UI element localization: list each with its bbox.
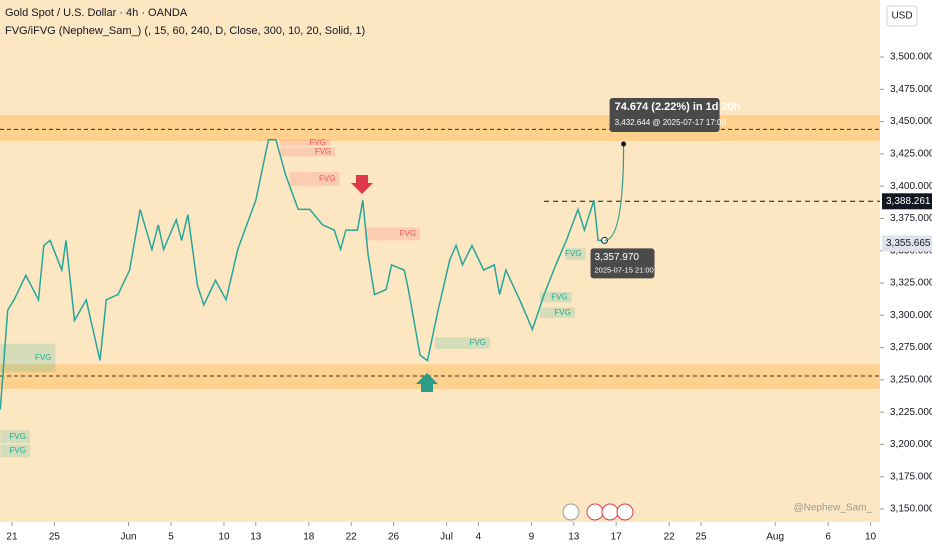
price-axis-bg bbox=[880, 0, 932, 550]
currency: USD bbox=[891, 11, 912, 22]
fvg-box bbox=[280, 139, 330, 147]
fvg-label: FVG bbox=[565, 249, 581, 258]
y-tick-label: 3,225.000 bbox=[890, 407, 932, 418]
projection bbox=[604, 143, 625, 242]
fvg-box bbox=[0, 343, 56, 373]
event-icon[interactable] bbox=[616, 503, 634, 521]
x-tick-label: 26 bbox=[388, 532, 400, 543]
x-tick-label: 25 bbox=[695, 532, 707, 543]
x-tick-label: 25 bbox=[49, 532, 61, 543]
x-tick-label: Jun bbox=[121, 532, 137, 543]
currency-button[interactable] bbox=[886, 5, 918, 27]
plot: FVGFVGFVGFVGFVGFVGFVGFVGFVGFVGFVG3,150.0… bbox=[0, 52, 932, 543]
fvg-box bbox=[539, 292, 572, 303]
bullish-arrow bbox=[416, 373, 438, 392]
event-icon[interactable] bbox=[586, 503, 604, 521]
bearish-arrow bbox=[351, 175, 373, 194]
last-box bbox=[590, 248, 655, 279]
price-label: 3,355.665 bbox=[886, 238, 931, 249]
x-tick-label: 6 bbox=[825, 532, 831, 543]
price-label: 3,388.261 bbox=[886, 196, 931, 207]
x-tick-label: 5 bbox=[168, 532, 174, 543]
x-tick-label: 21 bbox=[6, 532, 18, 543]
projection-detail: 3,432.644 @ 2025-07-17 17:00 bbox=[615, 118, 727, 127]
fvg-label: FVG bbox=[319, 174, 335, 183]
fvg-box bbox=[289, 171, 340, 187]
indicator-label: FVG/iFVG (Nephew_Sam_) (, 15, 60, 240, D… bbox=[5, 25, 365, 37]
event-icon[interactable] bbox=[562, 503, 580, 521]
x-tick-label: 22 bbox=[346, 532, 358, 543]
projection-label: 74.674 (2.22%) in 1d 20h bbox=[615, 101, 741, 113]
x-tick-label: 10 bbox=[218, 532, 230, 543]
x-tick-label: 17 bbox=[611, 532, 623, 543]
fvg-label: FVG bbox=[551, 292, 567, 301]
x-tick-label: 9 bbox=[529, 532, 535, 543]
y-tick-label: 3,200.000 bbox=[890, 439, 932, 450]
x-tick-label: 10 bbox=[865, 532, 877, 543]
fvg-label: FVG bbox=[10, 446, 26, 455]
x-tick-label: 13 bbox=[568, 532, 580, 543]
zone bbox=[0, 364, 880, 389]
fvg-box bbox=[364, 227, 421, 241]
watermark: @Nephew_Sam_ bbox=[793, 503, 872, 514]
fvg-label: FVG bbox=[10, 432, 26, 441]
y-tick-label: 3,275.000 bbox=[890, 342, 932, 353]
y-tick-label: 3,175.000 bbox=[890, 471, 932, 482]
fvg-label: FVG bbox=[310, 138, 326, 147]
x-tick-label: 22 bbox=[664, 532, 676, 543]
fvg-box bbox=[0, 430, 30, 444]
fvg-box bbox=[0, 444, 30, 458]
price-label-box bbox=[882, 193, 932, 210]
fvg-label: FVG bbox=[470, 338, 486, 347]
fvg-box bbox=[565, 248, 586, 260]
event-icon[interactable] bbox=[601, 503, 619, 521]
x-tick-label: 4 bbox=[476, 532, 482, 543]
y-tick-label: 3,425.000 bbox=[890, 148, 932, 159]
fvg-label: FVG bbox=[35, 353, 51, 362]
y-tick-label: 3,475.000 bbox=[890, 84, 932, 95]
x-tick-label: 13 bbox=[250, 532, 262, 543]
fvg-box bbox=[539, 307, 575, 318]
last-label: 3,357.970 bbox=[595, 252, 640, 263]
y-tick-label: 3,375.000 bbox=[890, 213, 932, 224]
y-tick-label: 3,325.000 bbox=[890, 278, 932, 289]
x-tick-label: Aug bbox=[766, 532, 784, 543]
zone bbox=[0, 115, 880, 141]
projection-box bbox=[609, 97, 720, 132]
y-tick-label: 3,450.000 bbox=[890, 116, 932, 127]
fvg-label: FVG bbox=[400, 229, 416, 238]
y-tick-label: 3,400.000 bbox=[890, 181, 932, 192]
x-tick-label: 18 bbox=[303, 532, 315, 543]
y-tick-label: 3,300.000 bbox=[890, 310, 932, 321]
price-line-series bbox=[0, 138, 605, 410]
fvg-box bbox=[434, 337, 491, 349]
fvg-label: FVG bbox=[315, 147, 331, 156]
x-tick-label: Jul bbox=[440, 532, 453, 543]
chart-title: Gold Spot / U.S. Dollar · 4h · OANDA bbox=[5, 7, 188, 19]
y-tick-label: 3,250.000 bbox=[890, 374, 932, 385]
fvg-box bbox=[280, 147, 336, 157]
fvg-label: FVG bbox=[554, 308, 570, 317]
price-label-box bbox=[882, 235, 932, 252]
y-tick-label: 3,150.000 bbox=[890, 504, 932, 515]
time-axis-bg bbox=[0, 522, 932, 550]
y-tick-label: 3,500.000 bbox=[890, 52, 932, 63]
last-date: 2025-07-15 21:00 bbox=[595, 265, 654, 274]
target-point bbox=[621, 141, 627, 147]
